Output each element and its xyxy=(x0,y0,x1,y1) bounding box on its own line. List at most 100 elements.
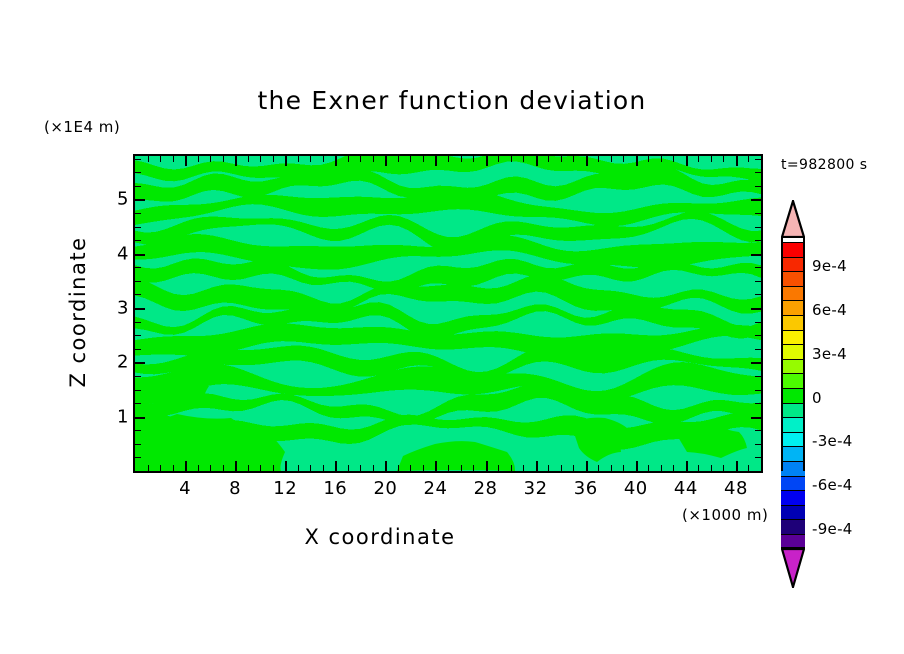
x-tick-top xyxy=(460,156,462,162)
y-axis-title: Z coordinate xyxy=(66,236,90,388)
x-tick-top xyxy=(448,156,449,162)
x-tick-minor xyxy=(510,465,512,471)
contour-lobe xyxy=(135,379,209,406)
x-tick-minor xyxy=(272,465,274,471)
x-tick-top xyxy=(347,156,349,162)
x-tick-top xyxy=(548,156,550,162)
x-tick-top xyxy=(297,156,299,162)
colorbar-band xyxy=(781,300,805,315)
x-tick-minor xyxy=(535,461,538,471)
colorbar-band xyxy=(781,402,805,418)
x-tick-top xyxy=(197,156,199,162)
colorbar-band xyxy=(781,329,805,345)
plot-area xyxy=(133,154,763,473)
x-tick-minor xyxy=(160,465,162,471)
x-tick-label: 44 xyxy=(673,478,698,499)
colorbar-band xyxy=(781,387,805,403)
x-tick-top xyxy=(710,156,712,162)
colorbar-band xyxy=(781,285,805,301)
colorbar-band xyxy=(781,460,805,476)
colorbar xyxy=(780,197,806,592)
x-tick-minor xyxy=(435,461,438,471)
colorbar-band xyxy=(781,271,805,286)
colorbar-band xyxy=(781,504,805,520)
x-tick-top xyxy=(573,156,575,162)
contour-band xyxy=(135,211,761,255)
colorbar-band xyxy=(781,431,805,447)
x-tick-minor xyxy=(698,465,700,471)
x-tick-top xyxy=(498,156,500,162)
x-tick-minor xyxy=(610,465,612,471)
contour-lobe xyxy=(135,414,285,471)
timestamp-annotation: t=982800 s xyxy=(781,157,868,173)
y-tick-right xyxy=(755,403,761,405)
x-tick-label: 8 xyxy=(229,478,242,499)
x-tick-minor xyxy=(347,465,349,471)
x-tick-minor xyxy=(422,465,424,471)
contour-field xyxy=(135,156,761,471)
x-tick-top xyxy=(147,156,149,162)
colorbar-tick-label: 9e-4 xyxy=(812,257,847,276)
colorbar-tick-label: 0 xyxy=(812,388,822,407)
contour-band xyxy=(135,274,761,315)
y-tick-right xyxy=(755,294,761,296)
y-tick-minor xyxy=(135,294,141,296)
x-tick-top xyxy=(322,156,324,162)
colorbar-band xyxy=(781,533,805,549)
x-tick-top xyxy=(247,156,249,162)
x-tick-minor xyxy=(185,461,188,471)
x-tick-minor xyxy=(548,465,550,471)
x-tick-minor xyxy=(335,461,338,471)
x-tick-top xyxy=(260,156,262,162)
x-tick-top xyxy=(748,156,750,162)
x-tick-top xyxy=(210,156,212,162)
y-tick-label: 4 xyxy=(117,243,129,265)
y-tick-label: 5 xyxy=(117,188,129,210)
y-tick-minor xyxy=(135,321,141,323)
x-tick-minor xyxy=(260,465,262,471)
x-tick-top xyxy=(660,156,662,162)
x-tick-top xyxy=(397,156,399,162)
colorbar-tick-label: -6e-4 xyxy=(812,476,853,495)
x-tick-minor xyxy=(635,461,638,471)
y-tick-minor xyxy=(135,403,141,405)
x-tick-label: 28 xyxy=(473,478,498,499)
colorbar-band xyxy=(781,314,805,330)
contour-band xyxy=(135,362,761,402)
y-tick-right xyxy=(755,321,761,323)
x-tick-top xyxy=(585,156,588,166)
colorbar-under-arrow xyxy=(780,548,806,592)
contour-lobe xyxy=(571,417,627,462)
x-tick-top xyxy=(272,156,274,162)
x-tick-minor xyxy=(247,465,249,471)
x-tick-top xyxy=(735,156,738,166)
x-tick-minor xyxy=(598,465,600,471)
x-tick-minor xyxy=(397,465,399,471)
x-tick-top xyxy=(698,156,700,162)
x-tick-top xyxy=(485,156,488,166)
y-tick-right xyxy=(755,267,761,269)
x-tick-label: 16 xyxy=(323,478,348,499)
colorbar-band xyxy=(781,256,805,272)
y-tick-right xyxy=(755,240,761,242)
colorbar-band xyxy=(781,242,805,257)
x-tick-minor xyxy=(310,465,312,471)
y-tick-minor xyxy=(135,416,145,419)
y-tick-right xyxy=(751,416,761,419)
x-tick-top xyxy=(360,156,362,162)
y-tick-minor xyxy=(135,443,141,445)
y-tick-minor xyxy=(135,362,145,365)
x-tick-top xyxy=(435,156,438,166)
y-tick-minor xyxy=(135,185,141,187)
y-tick-minor xyxy=(135,348,141,350)
x-tick-top xyxy=(222,156,224,162)
x-tick-top xyxy=(185,156,188,166)
contour-band xyxy=(135,187,761,227)
x-tick-minor xyxy=(360,465,362,471)
colorbar-band xyxy=(781,358,805,374)
y-tick-right xyxy=(755,185,761,187)
x-tick-top xyxy=(235,156,238,166)
x-tick-label: 32 xyxy=(523,478,548,499)
contour-band xyxy=(135,258,761,293)
x-tick-label: 20 xyxy=(373,478,398,499)
